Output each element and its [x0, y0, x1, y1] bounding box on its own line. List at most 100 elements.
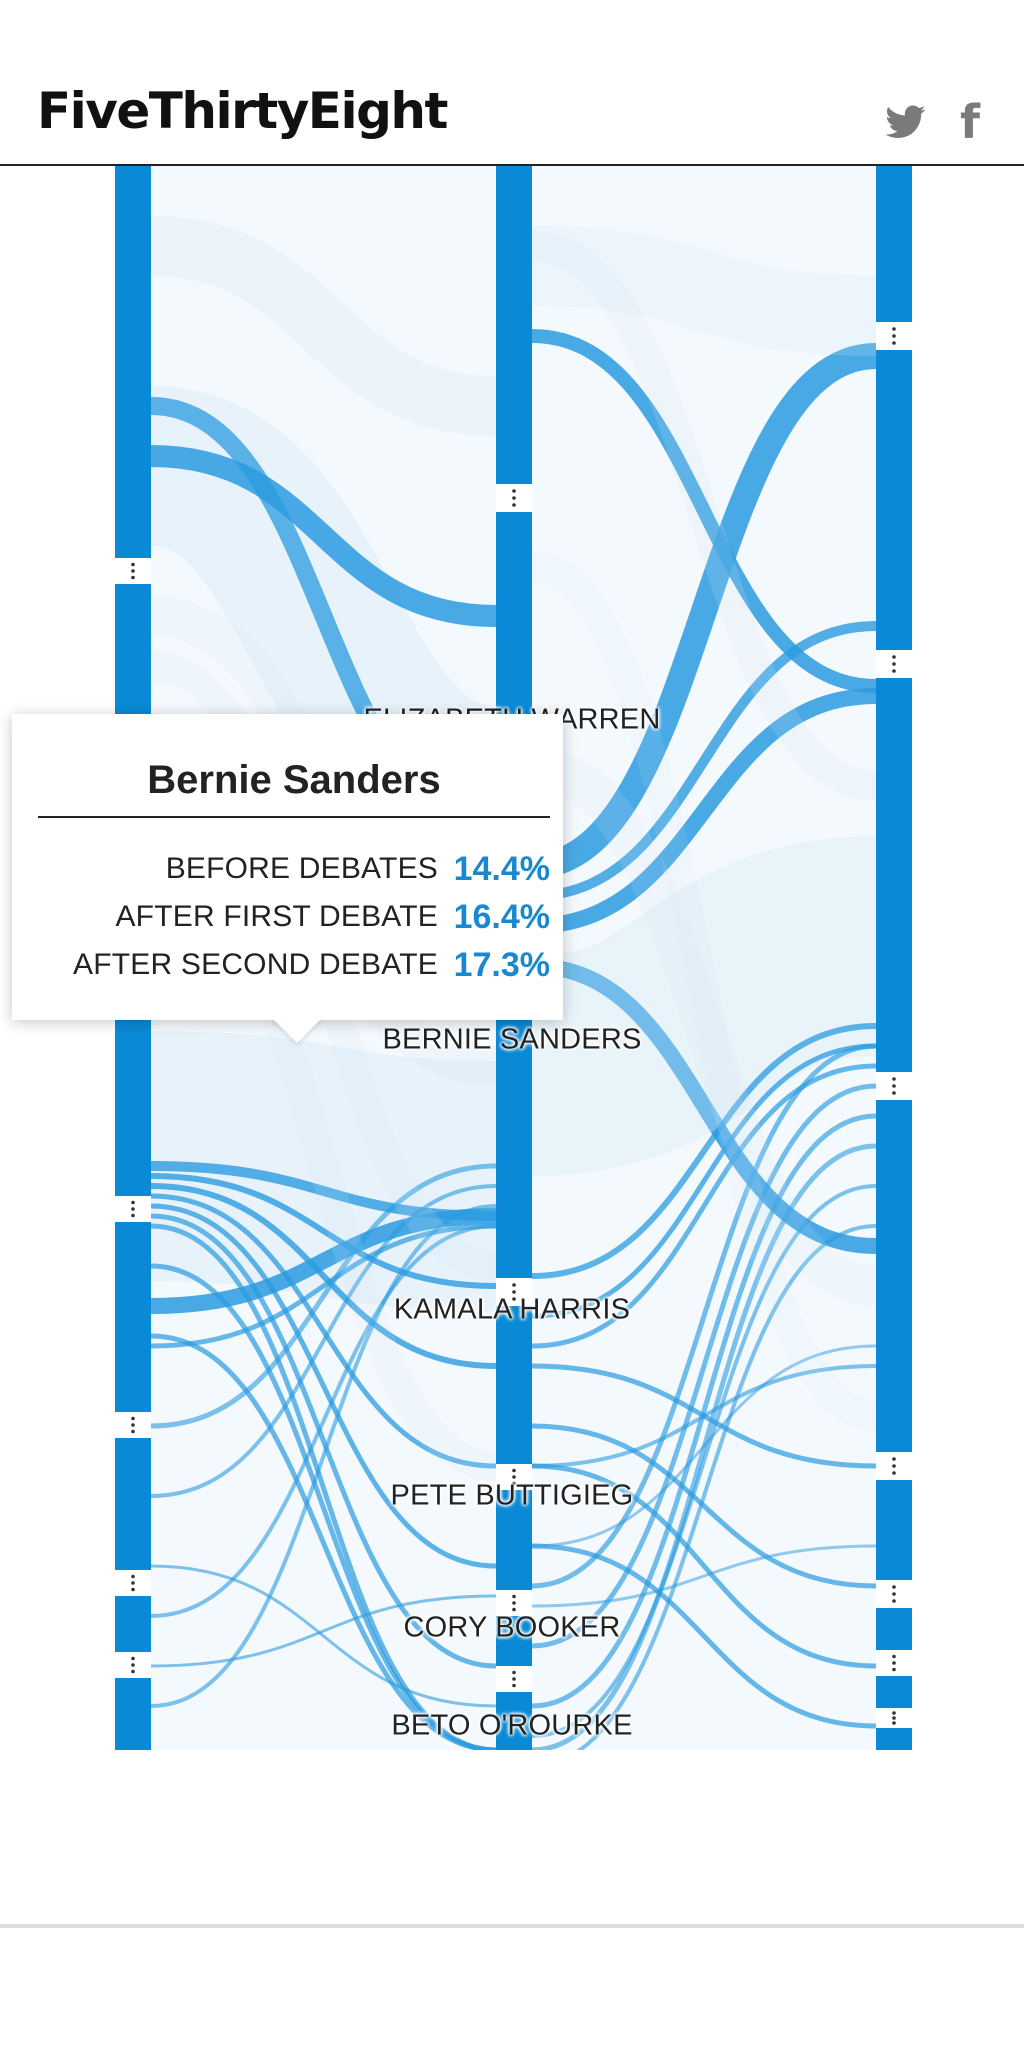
node-separator-dot	[892, 1464, 896, 1468]
tooltip-pointer	[271, 1017, 323, 1043]
node-separator-dot	[512, 1594, 516, 1599]
flow-ribbon	[531, 1083, 877, 1649]
flow-ribbon	[150, 1333, 497, 1750]
flow-ribbon	[531, 1023, 877, 1279]
node-bar	[115, 166, 151, 558]
node-separator-dot	[892, 334, 896, 338]
flow-ribbon	[150, 1204, 497, 1708]
node-separator-dot	[892, 341, 896, 345]
node-separator-dot	[892, 1457, 896, 1461]
tooltip-row-first: AFTER FIRST DEBATE 16.4%	[12, 893, 550, 941]
flow-ribbon	[150, 1183, 497, 1369]
node-separator-dot	[512, 1481, 516, 1486]
node-separator-dot	[131, 562, 135, 567]
chart-panel	[532, 166, 876, 1750]
flow-ribbon	[531, 1364, 877, 1468]
tooltip-row-label: AFTER SECOND DEBATE	[73, 948, 438, 981]
twitter-icon	[886, 105, 926, 138]
node-bar	[876, 1480, 912, 1580]
flow-ribbon	[150, 1224, 497, 1618]
flow-ribbon	[531, 1063, 877, 1349]
flow-ribbon	[531, 958, 877, 1254]
tooltip-title: Bernie Sanders	[147, 758, 441, 802]
node-separator-dot	[892, 327, 896, 331]
node-bar	[496, 1692, 532, 1750]
node-separator-dot	[512, 1297, 516, 1301]
node-separator-dot	[131, 1574, 135, 1579]
node-separator-dot	[512, 1607, 516, 1612]
node-separator-dot	[892, 1661, 896, 1665]
flow-ribbon	[150, 1163, 497, 1429]
tooltip-divider	[38, 816, 550, 818]
node-separator-dot	[892, 1654, 896, 1659]
node-separator-dot	[892, 1721, 896, 1725]
flow-ribbon	[530, 746, 878, 1306]
flow-ribbon	[150, 1594, 497, 1668]
node-bar	[876, 166, 912, 322]
node-bar	[876, 678, 912, 1072]
node-separator-dot	[131, 1656, 135, 1661]
flow-ribbon	[531, 1463, 877, 1669]
node-separator-dot	[131, 1200, 135, 1205]
flow-ribbon	[530, 231, 878, 801]
node-bar	[876, 1676, 912, 1708]
node-bar	[496, 166, 532, 484]
flow-ribbon	[150, 1208, 497, 1314]
node-separator-dot	[131, 569, 135, 573]
node-separator-dot	[892, 1716, 896, 1720]
flow-ribbon	[531, 329, 877, 693]
node-separator-dot	[512, 1475, 516, 1479]
node-bar	[876, 1728, 912, 1750]
node-separator-dot	[131, 1213, 135, 1218]
footer-divider	[0, 1924, 1024, 1928]
candidate-label-buttigieg[interactable]: PETE BUTTIGIEG	[390, 1479, 634, 1512]
candidate-label-orourke[interactable]: BETO O'ROURKE	[391, 1709, 633, 1742]
flow-ribbon	[150, 1173, 497, 1289]
site-logo[interactable]: FiveThirtyEight	[37, 82, 448, 140]
flow-ribbon	[150, 1161, 497, 1221]
node-separator-dot	[892, 662, 896, 666]
tooltip-row-before: BEFORE DEBATES 14.4%	[12, 845, 550, 893]
flow-ribbon	[150, 1203, 497, 1569]
node-separator-dot	[512, 1290, 516, 1294]
tooltip-row-second: AFTER SECOND DEBATE 17.3%	[12, 941, 550, 989]
tooltip-row-label: BEFORE DEBATES	[165, 852, 438, 885]
sankey-chart	[115, 166, 912, 1750]
twitter-share-button[interactable]	[882, 98, 930, 146]
node-bar	[115, 1222, 151, 1412]
node-separator-dot	[512, 1683, 516, 1688]
node-separator-dot	[512, 1601, 516, 1605]
flow-ribbon	[150, 1184, 497, 1498]
node-separator-dot	[892, 655, 896, 659]
tooltip-row-value: 14.4%	[453, 849, 550, 888]
node-separator-dot	[131, 1416, 135, 1421]
node-separator-dot	[892, 1592, 896, 1596]
candidate-tooltip: Bernie Sanders BEFORE DEBATES 14.4% AFTE…	[12, 714, 563, 1043]
flow-ribbon	[531, 1113, 877, 1709]
node-bar	[115, 1678, 151, 1750]
node-bar	[115, 1438, 151, 1570]
flow-ribbon	[531, 1043, 877, 1319]
node-separator-dot	[892, 1084, 896, 1088]
node-separator-dot	[892, 1091, 896, 1095]
node-bar	[115, 1596, 151, 1652]
node-separator-dot	[892, 669, 896, 673]
candidate-label-harris[interactable]: KAMALA HARRIS	[393, 1293, 631, 1326]
node-bar	[496, 1306, 532, 1464]
tooltip-row-value: 17.3%	[453, 945, 550, 984]
facebook-share-button[interactable]: f	[946, 98, 994, 146]
node-separator-dot	[892, 1471, 896, 1475]
node-bar	[876, 1100, 912, 1452]
node-separator-dot	[892, 1711, 896, 1715]
flow-ribbon	[576, 1224, 877, 1750]
candidate-label-sanders[interactable]: BERNIE SANDERS	[382, 1023, 642, 1056]
node-separator-dot	[892, 1077, 896, 1081]
candidate-label-booker[interactable]: CORY BOOKER	[403, 1611, 621, 1644]
flow-ribbon	[531, 343, 877, 879]
flow-ribbon	[531, 226, 877, 356]
facebook-icon: f	[959, 95, 980, 149]
node-separator-dot	[131, 1207, 135, 1211]
flow-ribbon	[528, 836, 880, 1176]
node-bar	[876, 350, 912, 650]
node-separator-dot	[131, 1663, 135, 1667]
